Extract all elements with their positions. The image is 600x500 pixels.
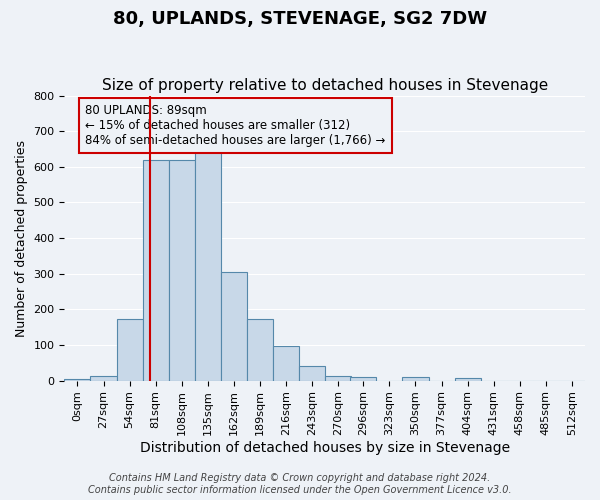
Bar: [64, 379, 91, 380]
Bar: [247, 320, 273, 380]
Bar: [299, 366, 325, 380]
Bar: [116, 320, 143, 380]
Y-axis label: Number of detached properties: Number of detached properties: [15, 140, 28, 336]
Bar: [143, 160, 169, 380]
Title: Size of property relative to detached houses in Stevenage: Size of property relative to detached ho…: [101, 78, 548, 93]
Text: 80, UPLANDS, STEVENAGE, SG2 7DW: 80, UPLANDS, STEVENAGE, SG2 7DW: [113, 10, 487, 28]
X-axis label: Distribution of detached houses by size in Stevenage: Distribution of detached houses by size …: [140, 441, 510, 455]
Text: Contains HM Land Registry data © Crown copyright and database right 2024.
Contai: Contains HM Land Registry data © Crown c…: [88, 474, 512, 495]
Bar: [325, 376, 351, 380]
Bar: [91, 376, 116, 380]
Bar: [169, 160, 195, 380]
Bar: [221, 272, 247, 380]
Bar: [350, 377, 376, 380]
Text: 80 UPLANDS: 89sqm
← 15% of detached houses are smaller (312)
84% of semi-detache: 80 UPLANDS: 89sqm ← 15% of detached hous…: [85, 104, 386, 147]
Bar: [195, 149, 221, 380]
Bar: [273, 346, 299, 380]
Bar: [403, 377, 428, 380]
Bar: [455, 378, 481, 380]
